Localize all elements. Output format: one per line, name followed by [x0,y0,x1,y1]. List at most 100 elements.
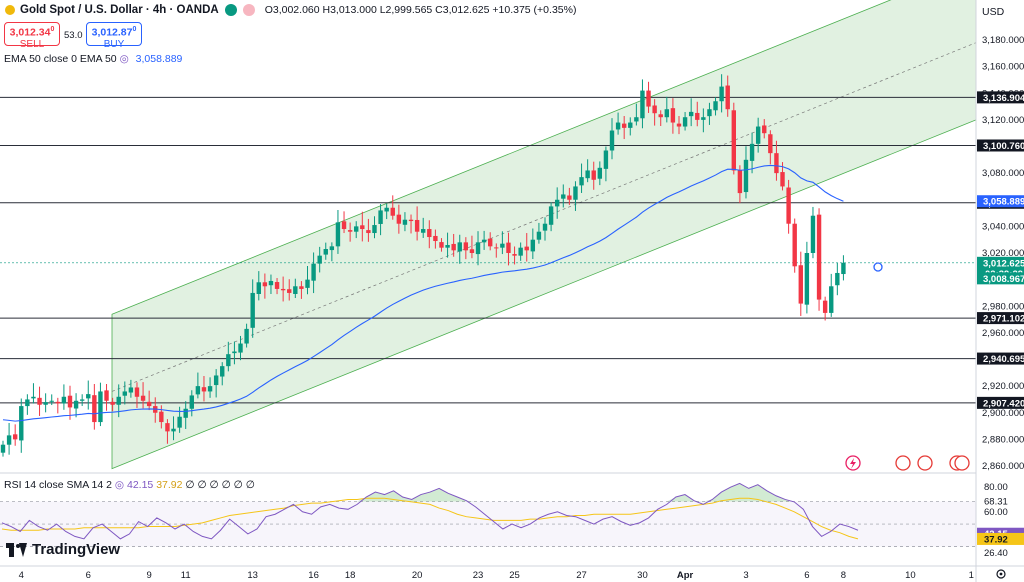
candle[interactable] [43,393,48,413]
candle[interactable] [506,232,511,266]
symbol-title[interactable]: Gold Spot / U.S. Dollar · 4h · OANDA [20,4,219,16]
candle[interactable] [134,382,140,408]
candle[interactable] [585,159,590,183]
candle[interactable] [317,246,322,273]
candle[interactable] [762,119,767,139]
candle[interactable] [67,385,73,420]
candle[interactable] [262,273,268,299]
candle[interactable] [682,112,688,131]
candle[interactable] [488,232,493,251]
candle[interactable] [347,222,353,242]
candle[interactable] [354,221,359,239]
candle[interactable] [475,231,481,266]
candle[interactable] [646,81,651,113]
ema-price-tag[interactable]: 3,058.889 [977,195,1024,208]
candle[interactable] [274,278,280,295]
candle[interactable] [238,335,243,361]
candle[interactable] [512,246,517,265]
candle[interactable] [414,206,420,241]
candle[interactable] [591,161,596,190]
candle[interactable] [695,101,700,127]
candle[interactable] [841,255,846,281]
candle[interactable] [804,241,810,314]
candle[interactable] [524,233,529,262]
candle[interactable] [634,103,639,126]
candle[interactable] [287,279,292,301]
candle[interactable] [774,140,779,181]
us-flag-icon[interactable] [895,455,911,471]
candle[interactable] [567,187,572,205]
compare-icon[interactable] [242,4,255,16]
candle[interactable] [250,279,255,338]
candle[interactable] [439,238,444,252]
candle[interactable] [372,216,377,239]
candle[interactable] [25,394,30,415]
candle[interactable] [86,380,91,410]
candle[interactable] [542,217,548,241]
candle[interactable] [676,116,682,135]
candle[interactable] [737,165,743,204]
candle[interactable] [311,252,316,294]
buy-button[interactable]: 3,012.870 BUY [86,22,142,50]
candle[interactable] [561,184,566,208]
time-axis[interactable]: 4 6 9 11 13 16 18 20 23 25 27 30 Apr 3 6 8 10 1 [19,570,974,581]
candle[interactable] [792,218,797,273]
candle[interactable] [146,390,152,411]
candle[interactable] [92,383,97,430]
candle[interactable] [207,377,213,398]
candle[interactable] [664,96,670,123]
candle[interactable] [798,251,803,316]
candle[interactable] [554,187,560,219]
candle[interactable] [104,383,109,411]
candle[interactable] [390,195,395,220]
candle[interactable] [341,211,347,234]
candle[interactable] [299,281,304,299]
candle[interactable] [360,211,365,242]
settings-icon[interactable] [996,569,1006,579]
candle[interactable] [293,278,298,298]
candle[interactable] [835,262,840,296]
candle[interactable] [463,237,469,260]
candle[interactable] [183,401,188,429]
candle[interactable] [280,276,286,302]
candle[interactable] [110,397,115,412]
candle[interactable] [305,266,310,295]
candle[interactable] [719,74,724,113]
candle[interactable] [494,243,499,258]
candle[interactable] [701,108,706,133]
candle[interactable] [755,117,761,153]
level-price-tag[interactable]: 2,907.420 [977,396,1024,410]
candle[interactable] [256,271,261,301]
us-flag-icon[interactable] [954,455,970,471]
rsi-sma-tag[interactable]: 37.92 [977,532,1024,546]
candle[interactable] [707,102,712,125]
candle[interactable] [402,212,408,232]
ema-legend[interactable]: EMA 50 close 0 EMA 50 ◎ 3,058.889 [4,53,183,65]
candle[interactable] [640,79,645,129]
level-price-tag[interactable]: 2,971.102 [977,312,1024,325]
candle[interactable] [536,222,542,244]
candle[interactable] [122,381,127,405]
candle[interactable] [140,382,146,409]
candle[interactable] [530,228,536,259]
candle[interactable] [457,234,462,264]
candle[interactable] [6,423,12,455]
candle[interactable] [829,273,834,317]
candle[interactable] [171,416,176,441]
candle[interactable] [49,394,54,406]
candle[interactable] [822,296,828,321]
candle[interactable] [268,274,274,295]
candle[interactable] [573,181,578,211]
market-status-icon[interactable] [224,4,237,16]
candle[interactable] [396,204,402,234]
candle[interactable] [749,132,755,174]
candle[interactable] [366,218,371,242]
candle[interactable] [427,220,432,249]
candle[interactable] [670,98,676,134]
candle[interactable] [37,386,42,416]
candle[interactable] [329,242,335,262]
candle[interactable] [688,98,694,127]
candle[interactable] [12,424,18,446]
candle[interactable] [725,75,730,117]
